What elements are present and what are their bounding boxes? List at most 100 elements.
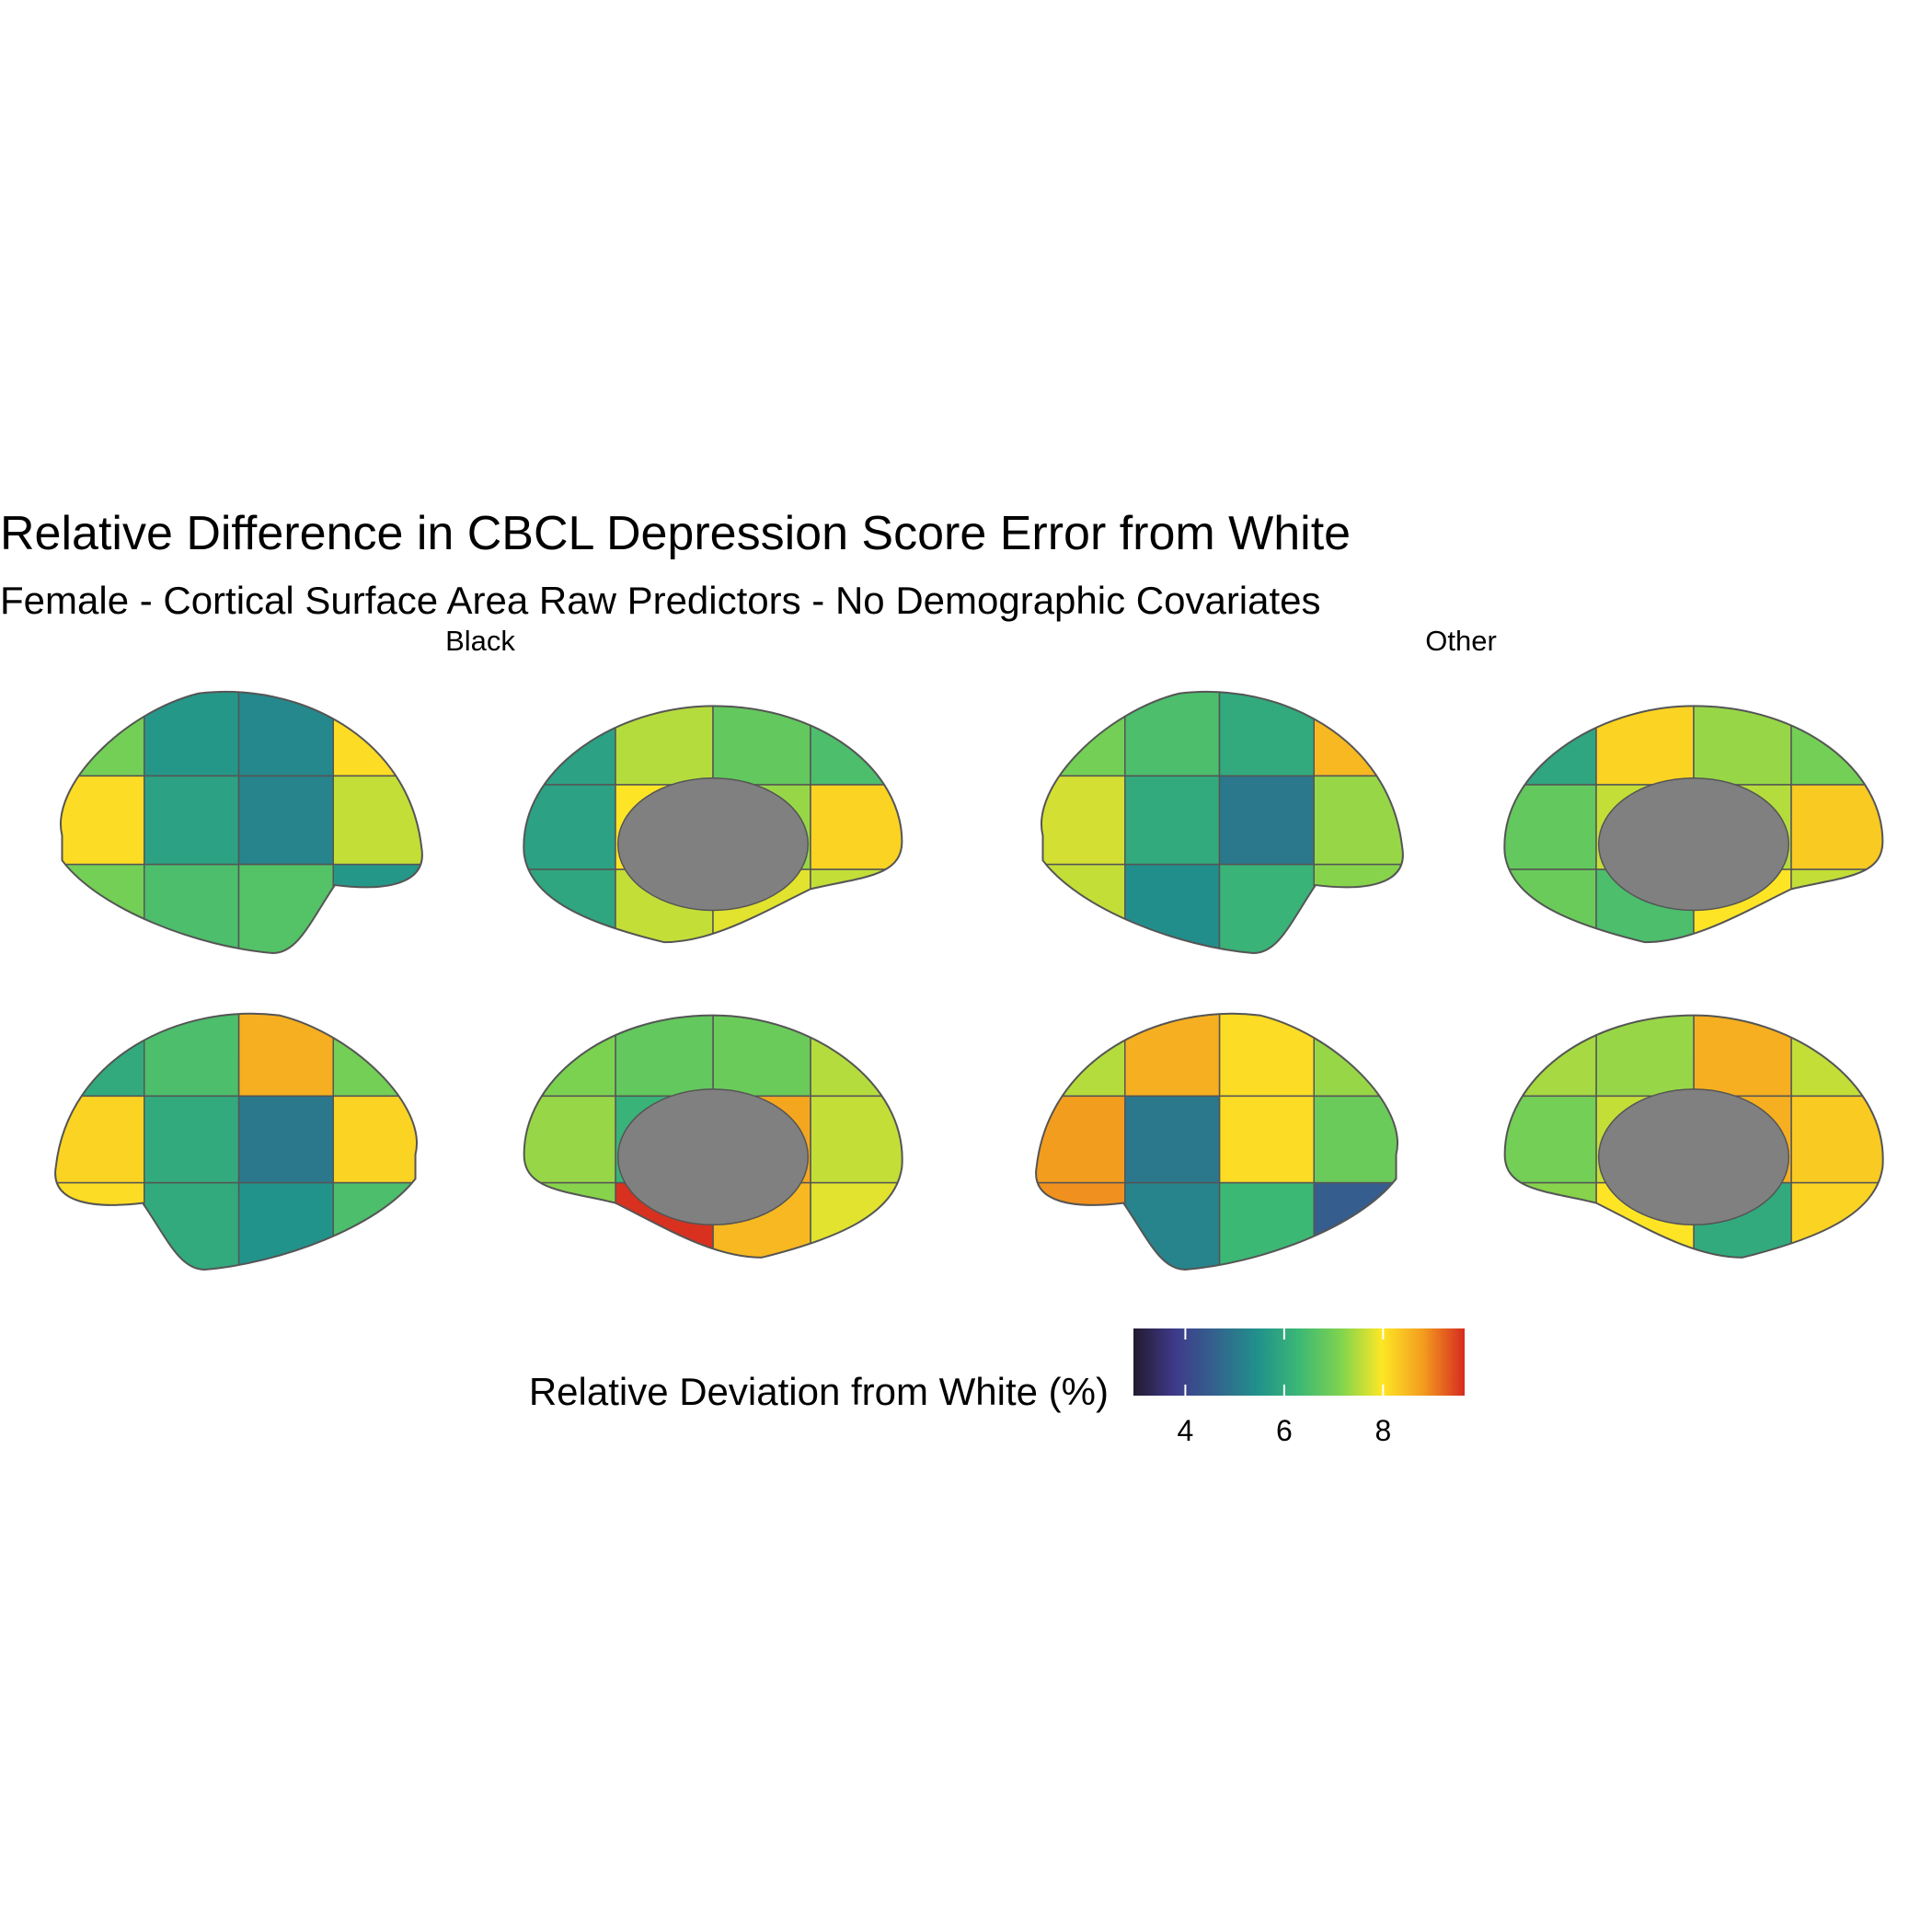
brain-region: [1220, 1013, 1315, 1096]
brain-region: [144, 865, 239, 953]
brain-view: [1499, 700, 1889, 954]
brain-view: [1499, 1009, 1889, 1270]
brain-region: [60, 691, 144, 776]
brain-outline: [1036, 1014, 1397, 1270]
brain-region: [1314, 1013, 1398, 1096]
brain-region: [1694, 706, 1791, 785]
brain-region: [523, 869, 615, 943]
brain-region: [811, 1183, 903, 1258]
brain-region: [144, 691, 239, 776]
brain-region: [1125, 1096, 1220, 1182]
brain-regions: [55, 1013, 418, 1270]
brain-region: [1036, 1183, 1125, 1270]
brain-region: [1041, 776, 1125, 864]
facet-label: Black: [445, 625, 515, 657]
brain-region: [55, 1096, 144, 1182]
brain-regions: [60, 691, 422, 953]
brain-region: [811, 785, 903, 869]
legend-title: Relative Deviation from White (%): [529, 1370, 1109, 1413]
brain-regions: [523, 706, 903, 943]
brain-region: [615, 706, 713, 785]
brain-region: [1125, 691, 1220, 776]
colorbar-tick-label: 6: [1276, 1414, 1293, 1447]
brain-region: [1220, 776, 1315, 864]
brain-region: [811, 1015, 903, 1096]
brain-region: [333, 865, 422, 953]
brain-region: [1125, 865, 1220, 953]
brain-outline: [61, 692, 422, 953]
brain-regions: [1504, 1015, 1883, 1258]
brain-region: [811, 869, 903, 943]
brain-outline: [1505, 1016, 1883, 1258]
brain-region: [1504, 1015, 1596, 1096]
brain-region: [811, 1096, 903, 1182]
brain-region: [1314, 776, 1403, 864]
brain-region: [523, 1015, 615, 1096]
brain-region: [55, 1013, 144, 1096]
colorbar-tick-label: 4: [1178, 1414, 1194, 1447]
brain-region: [523, 785, 615, 869]
brain-region: [1791, 1096, 1883, 1182]
brain-region: [713, 1015, 811, 1096]
brain-region: [1791, 785, 1883, 869]
facet-label: Other: [1425, 625, 1497, 657]
brain-view: [50, 1009, 428, 1270]
brain-region: [239, 1183, 334, 1270]
brain-region: [1036, 1096, 1125, 1182]
brain-region: [1041, 691, 1125, 776]
brain-region: [1504, 706, 1596, 785]
brain-region: [60, 776, 144, 864]
brain-region: [1314, 865, 1403, 953]
brain-region: [55, 1183, 144, 1270]
brain-region: [333, 691, 422, 776]
brain-region: [239, 1013, 334, 1096]
brain-region: [1596, 1015, 1694, 1096]
brain-region: [1125, 776, 1220, 864]
brain-region: [1220, 1183, 1315, 1270]
brain-region: [239, 1096, 334, 1182]
brain-outline: [1504, 706, 1882, 942]
brain-region: [60, 865, 144, 953]
medial-wall: [618, 1089, 809, 1225]
brain-region: [1694, 1015, 1791, 1096]
brain-region: [1314, 1183, 1398, 1270]
brain-region: [1314, 1096, 1398, 1182]
brain-region: [713, 706, 811, 785]
brain-region: [1220, 1096, 1315, 1182]
brain-region: [1504, 869, 1596, 943]
brain-region: [333, 1183, 418, 1270]
brain-region: [1596, 706, 1694, 785]
brain-regions: [1036, 1013, 1398, 1270]
brain-region: [1504, 1096, 1596, 1182]
chart-subtitle: Female - Cortical Surface Area Raw Predi…: [0, 579, 1321, 622]
brain-outline: [1041, 692, 1403, 953]
colorbar: [1133, 1328, 1465, 1396]
brain-region: [333, 776, 422, 864]
brain-region: [615, 1015, 713, 1096]
medial-wall: [618, 778, 809, 911]
brain-regions: [1504, 706, 1883, 943]
medial-wall: [1599, 778, 1789, 911]
medial-wall: [1599, 1089, 1789, 1225]
brain-region: [523, 1096, 615, 1182]
brain-region: [1791, 706, 1883, 785]
brain-region: [523, 1183, 615, 1258]
brain-outline: [524, 1016, 903, 1258]
brain-region: [1791, 869, 1883, 943]
brain-region: [1041, 865, 1125, 953]
brain-region: [144, 776, 239, 864]
brain-view: [518, 1009, 908, 1270]
brain-outline: [55, 1014, 417, 1270]
brain-region: [811, 706, 903, 785]
brain-region: [1504, 785, 1596, 869]
brain-view: [1030, 687, 1409, 953]
brain-region: [523, 706, 615, 785]
brain-region: [1314, 691, 1403, 776]
chart-title: Relative Difference in CBCL Depression S…: [0, 507, 1351, 560]
brain-region: [333, 1096, 418, 1182]
brain-region: [144, 1096, 239, 1182]
colorbar-tick-label: 8: [1374, 1414, 1391, 1447]
brain-view: [518, 700, 908, 954]
brain-region: [1791, 1183, 1883, 1258]
